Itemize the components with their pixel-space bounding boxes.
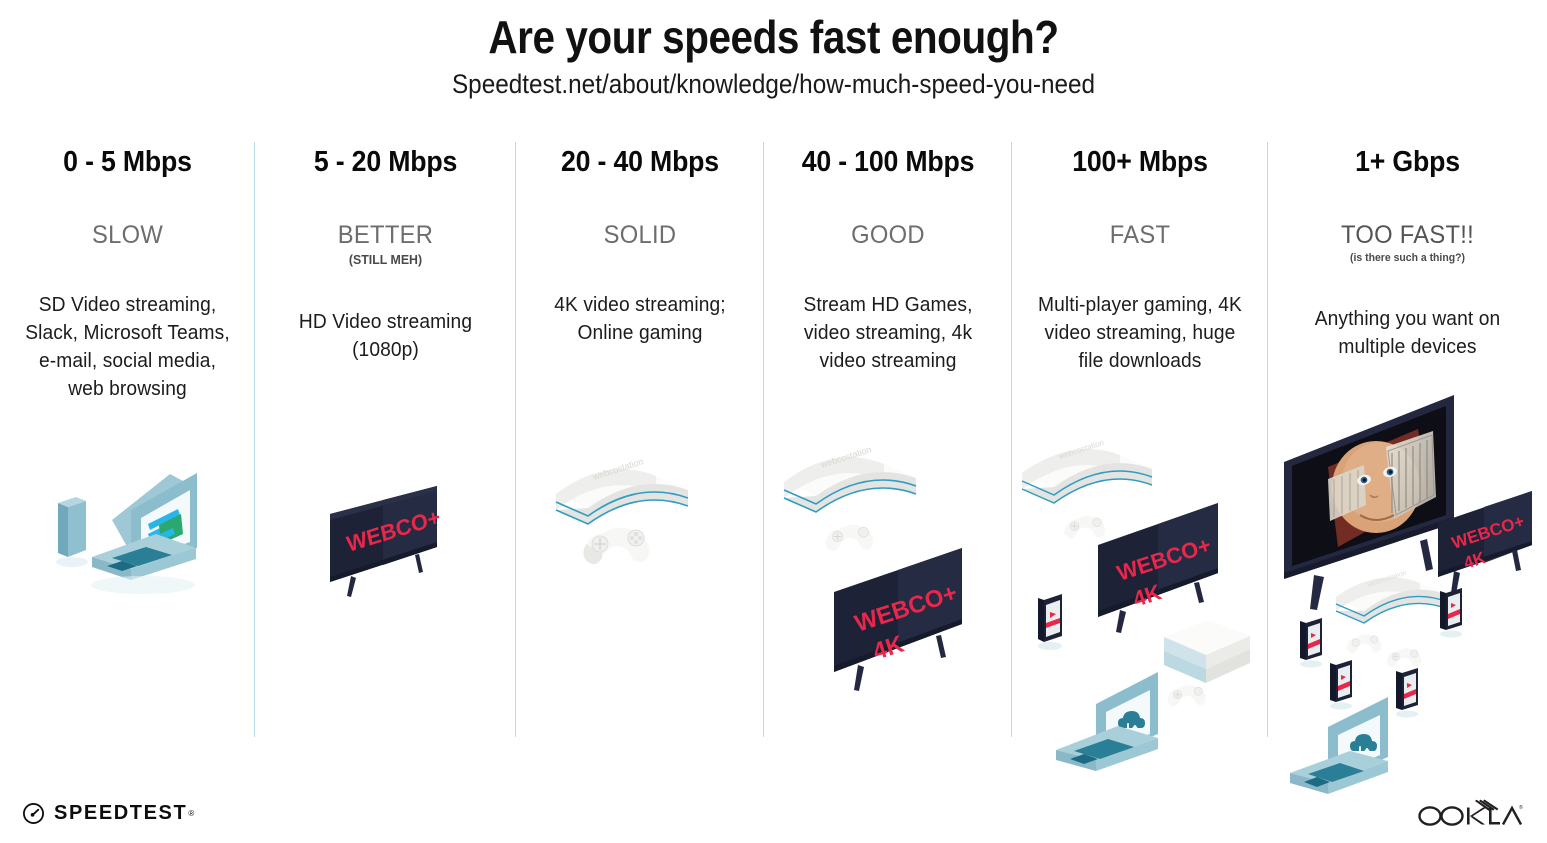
laptop-icon <box>1056 672 1158 771</box>
illustration-console-controller: webcostation <box>516 452 764 602</box>
speed-rating-label: FAST <box>1109 221 1171 249</box>
game-console-icon: webcostation <box>1021 438 1153 504</box>
speed-range-label: 1+ Gbps <box>1355 146 1460 178</box>
speed-description: Stream HD Games, video streaming, 4k vid… <box>803 294 973 372</box>
white-box-icon <box>1164 620 1250 683</box>
speed-tier-column-5: 1+ Gbps TOO FAST!! (is there such a thin… <box>1268 132 1547 794</box>
speed-range-label: 40 - 100 Mbps <box>801 146 975 178</box>
speed-tier-column-0: 0 - 5 Mbps SLOW SD Video streaming, Slac… <box>0 132 255 742</box>
speedometer-icon <box>22 802 45 825</box>
speed-range-label: 5 - 20 Mbps <box>313 146 458 178</box>
illustration-bigtv-multidevice: WEBCO+ 4K webcostation <box>1268 347 1547 794</box>
speedtest-wordmark: SPEEDTEST <box>54 802 188 824</box>
ookla-logo: ® <box>1417 799 1523 829</box>
game-console-icon: webcostation <box>555 456 689 525</box>
speedtest-trademark: ® <box>188 809 195 818</box>
tv-icon: WEBCO+ 4K <box>1098 503 1218 633</box>
illustration-multi-device-cluster: webcostation WEBCO+ <box>1012 437 1268 771</box>
speed-range-label: 100+ Mbps <box>1072 146 1208 178</box>
column-divider <box>1011 142 1012 737</box>
speed-rating-label: SLOW <box>91 221 164 249</box>
speed-description: HD Video streaming (1080p) <box>298 311 473 361</box>
phone-icon <box>1396 668 1418 718</box>
header: Are your speeds fast enough? Speedtest.n… <box>0 0 1547 100</box>
illustration-laptop-phone <box>0 462 255 602</box>
game-console-icon: webcostation <box>783 444 917 513</box>
speed-range-label: 20 - 40 Mbps <box>561 146 719 178</box>
laptop-icon <box>1290 697 1388 794</box>
phone-icon <box>56 497 88 567</box>
speed-rating-sublabel: (STILL MEH) <box>348 252 423 267</box>
speed-tier-column-1: 5 - 20 Mbps BETTER (STILL MEH) HD Video … <box>255 132 516 742</box>
column-divider <box>254 142 255 737</box>
speed-tier-column-2: 20 - 40 Mbps SOLID 4K video streaming; O… <box>516 132 764 742</box>
speed-description: 4K video streaming; Online gaming <box>554 294 726 344</box>
speed-rating-sublabel: (is there such a thing?) <box>1350 252 1465 264</box>
speed-range-label: 0 - 5 Mbps <box>63 146 192 178</box>
column-divider <box>515 142 516 737</box>
game-controller-icon <box>1167 685 1206 707</box>
tv-icon: WEBCO+ 4K <box>834 548 962 691</box>
column-divider <box>763 142 764 737</box>
game-console-icon: webcostation <box>1335 570 1449 624</box>
tv-icon-large <box>1284 395 1454 610</box>
speed-tier-columns: 0 - 5 Mbps SLOW SD Video streaming, Slac… <box>0 132 1547 794</box>
phone-icon <box>1440 588 1462 638</box>
illustration-tv-webco: WEBCO+ <box>255 472 516 612</box>
speed-description: Anything you want on multiple devices <box>1314 308 1501 358</box>
speed-rating-label: SOLID <box>603 221 677 249</box>
speed-rating-label: TOO FAST!! <box>1340 221 1475 249</box>
page-subtitle: Speedtest.net/about/knowledge/how-much-s… <box>451 69 1096 99</box>
speed-tier-column-4: 100+ Mbps FAST Multi-player gaming, 4K v… <box>1012 132 1268 771</box>
phone-icon <box>1330 660 1352 710</box>
game-controller-icon <box>825 524 873 552</box>
tv-icon: WEBCO+ <box>330 486 442 597</box>
speed-rating-label: BETTER <box>337 221 434 249</box>
speed-rating-label: GOOD <box>851 221 925 249</box>
game-controller-icon <box>1386 648 1422 668</box>
game-controller-icon <box>1346 634 1382 654</box>
footer: SPEEDTEST ® <box>0 773 1547 843</box>
speed-description: Multi-player gaming, 4K video streaming,… <box>1038 294 1242 372</box>
tv-icon-small: WEBCO+ 4K <box>1438 491 1532 594</box>
speed-tier-column-3: 40 - 100 Mbps GOOD Stream HD Games, vide… <box>764 132 1012 742</box>
ookla-trademark: ® <box>1519 804 1523 811</box>
phone-icon <box>1038 594 1062 650</box>
speedtest-logo: SPEEDTEST ® <box>22 802 194 825</box>
column-divider <box>1267 142 1268 737</box>
phone-icon <box>1300 618 1322 668</box>
game-controller-icon <box>583 527 650 565</box>
game-controller-icon <box>1064 516 1106 539</box>
laptop-icon <box>91 473 197 594</box>
page-title: Are your speeds fast enough? <box>488 11 1059 63</box>
illustration-console-controller-tv4k: webcostation WEBCO+ <box>764 442 1012 712</box>
speed-description: SD Video streaming, Slack, Microsoft Tea… <box>25 294 230 400</box>
